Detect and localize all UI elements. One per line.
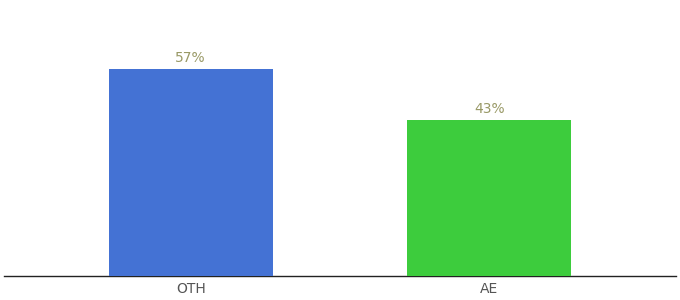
Text: 43%: 43% <box>474 102 505 116</box>
Bar <box>109 70 273 276</box>
Bar <box>407 120 571 276</box>
Text: 57%: 57% <box>175 51 206 65</box>
